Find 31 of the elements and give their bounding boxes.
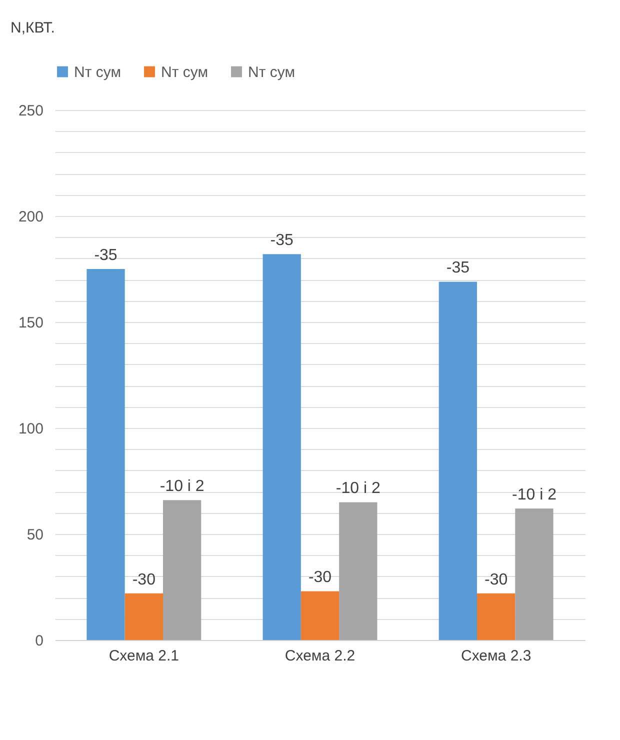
legend-label: Nт сум: [161, 64, 208, 81]
y-tick-label: 0: [35, 632, 44, 650]
x-tick-label: Схема 2.1: [108, 648, 180, 664]
y-tick-label: 150: [18, 314, 44, 332]
bar: [124, 593, 163, 640]
legend-label: Nт сум: [248, 64, 296, 81]
annotation: -30: [484, 571, 508, 588]
bar: [477, 593, 516, 640]
bar: [339, 502, 378, 640]
bar: [262, 254, 301, 640]
bar: [86, 269, 125, 640]
bar: [515, 508, 554, 640]
bar: [162, 500, 202, 640]
y-tick-label: 200: [18, 208, 44, 226]
annotation: -35: [446, 260, 470, 277]
annotation: -35: [94, 247, 118, 264]
y-axis-title: N,КВТ.: [10, 20, 55, 36]
x-tick-label: Схема 2.3: [460, 648, 532, 664]
legend-label: Nт сум: [74, 64, 122, 81]
bar: [438, 282, 478, 640]
y-tick-label: 250: [18, 102, 44, 120]
annotation: -30: [132, 571, 156, 588]
y-tick-label: 100: [18, 420, 44, 438]
y-tick-label: 50: [26, 526, 44, 544]
annotation: -30: [308, 569, 332, 586]
x-tick-label: Схема 2.2: [284, 648, 356, 664]
annotation: -10 і 2: [160, 478, 204, 496]
annotation: -10 і 2: [336, 480, 380, 498]
annotation: -10 і 2: [512, 486, 557, 504]
annotation: -35: [270, 232, 294, 250]
bar: [300, 591, 340, 640]
